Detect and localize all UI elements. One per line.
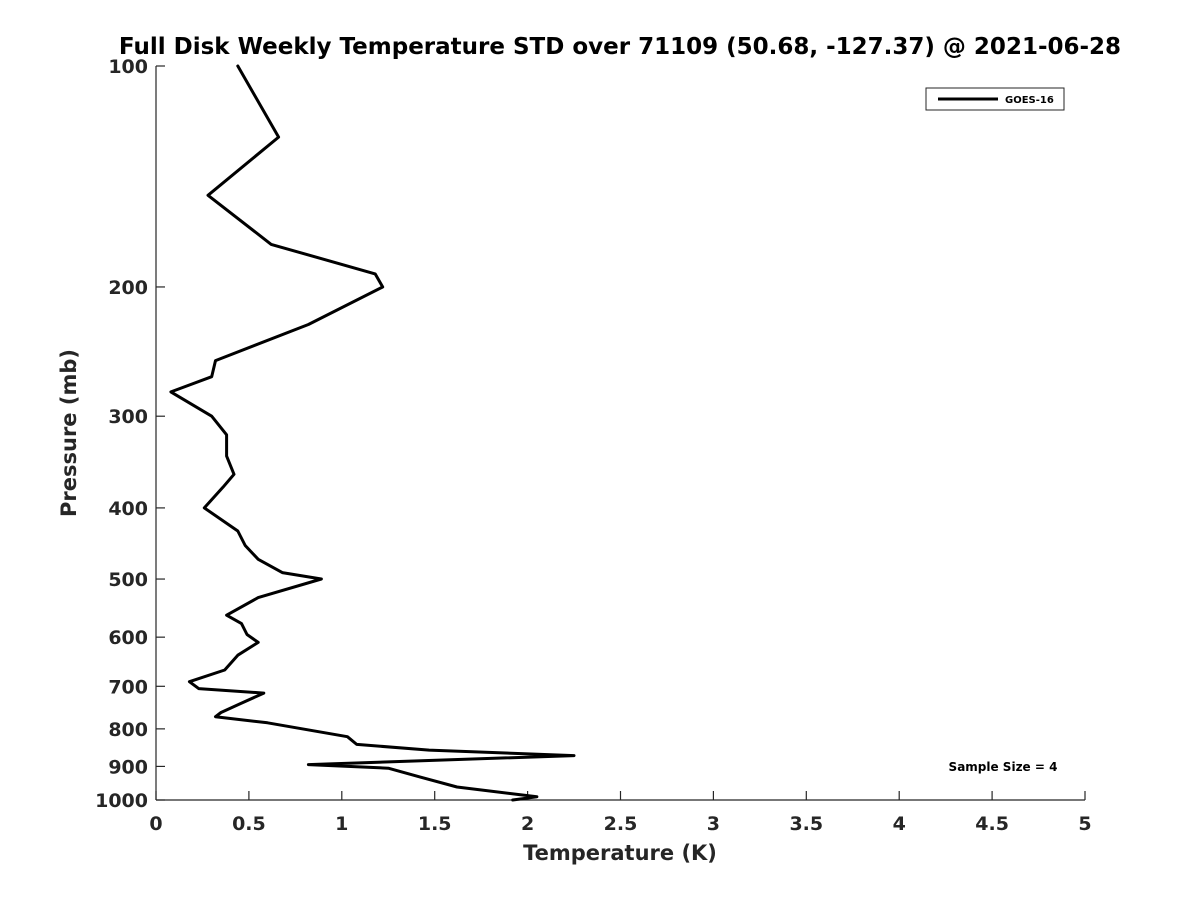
x-tick-label: 4.5 [975,813,1009,835]
legend: GOES-16 [925,87,1065,111]
x-tick-label: 2 [521,813,534,835]
y-tick-label: 500 [108,569,148,591]
chart-title: Full Disk Weekly Temperature STD over 71… [119,34,1121,60]
x-tick-label: 0.5 [232,813,266,835]
y-tick-label: 300 [108,406,148,428]
x-tick-label: 1 [335,813,348,835]
x-tick-label: 1.5 [418,813,452,835]
legend-label-goes-16: GOES-16 [1005,95,1054,106]
y-tick-label: 400 [108,498,148,520]
axes [155,66,1085,801]
x-tick-label: 0 [149,813,162,835]
series-layer [169,64,576,802]
y-tick-label: 200 [108,277,148,299]
y-axis-label: Pressure (mb) [57,349,81,517]
x-ticks: 0 0.5 1 1.5 2 2.5 3 3.5 4 4.5 5 [149,791,1092,835]
x-tick-label: 3.5 [789,813,823,835]
y-tick-label: 100 [108,56,148,78]
x-tick-label: 4 [893,813,906,835]
y-tick-label: 800 [108,719,148,741]
y-tick-label: 1000 [95,790,148,812]
x-tick-label: 3 [707,813,720,835]
series-line-goes-16 [169,64,576,802]
y-ticks: 100 200 300 400 500 600 700 800 900 1000 [95,56,165,812]
y-tick-label: 900 [108,756,148,778]
y-tick-label: 700 [108,676,148,698]
x-tick-label: 5 [1078,813,1091,835]
x-tick-label: 2.5 [604,813,638,835]
y-tick-label: 600 [108,627,148,649]
sample-size-annotation: Sample Size = 4 [949,760,1058,774]
x-axis-label: Temperature (K) [523,841,717,865]
